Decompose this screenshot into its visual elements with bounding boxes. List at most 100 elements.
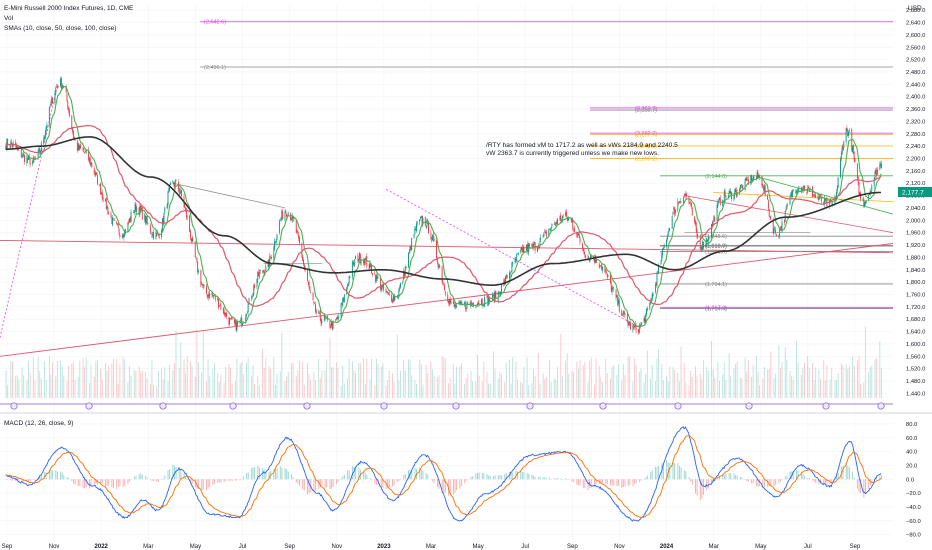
- volume-bar: [297, 369, 299, 398]
- candle-body: [235, 321, 237, 331]
- trendline-dashed: [0, 84, 59, 338]
- candle-body: [246, 314, 247, 316]
- volume-bar: [246, 362, 247, 398]
- candle-body: [555, 222, 557, 224]
- volume-bar: [44, 361, 45, 398]
- candle-body: [257, 271, 259, 281]
- candle-body: [753, 177, 755, 179]
- candle-body: [667, 231, 669, 236]
- volume-bar: [577, 368, 579, 398]
- candle-body: [134, 204, 136, 211]
- candle-body: [214, 295, 216, 300]
- macd-histogram-bar: [593, 479, 595, 486]
- candle-body: [638, 324, 640, 333]
- candle-body: [369, 262, 371, 268]
- volume-bar: [403, 359, 405, 398]
- macd-histogram-bar: [654, 466, 656, 480]
- candle-body: [735, 188, 736, 193]
- volume-bar: [470, 371, 472, 398]
- volume-bar: [874, 359, 876, 398]
- volume-bar: [263, 367, 265, 398]
- candle-body: [447, 294, 449, 302]
- macd-histogram-bar: [398, 479, 400, 482]
- candle-body: [633, 325, 635, 327]
- candle-body: [486, 296, 488, 297]
- candle-body: [666, 236, 668, 240]
- macd-histogram-bar: [347, 470, 349, 480]
- candle-body: [83, 148, 85, 152]
- volume-bar: [191, 366, 193, 398]
- price-axis-tick: 2,440.0: [906, 82, 925, 88]
- macd-histogram-bar: [68, 478, 70, 480]
- macd-histogram-bar: [18, 479, 20, 483]
- macd-histogram-bar: [133, 476, 135, 480]
- price-axis-tick: 2,480.0: [906, 70, 925, 76]
- candle-body: [220, 303, 222, 310]
- candle-body: [424, 216, 426, 226]
- volume-bar: [108, 365, 110, 398]
- macd-histogram-bar: [879, 474, 881, 480]
- volume-bar: [391, 373, 393, 398]
- volume-bar: [284, 380, 286, 398]
- candle-body: [846, 127, 848, 131]
- macd-histogram-bar: [207, 479, 209, 489]
- macd-histogram-bar: [116, 479, 118, 490]
- candle-body: [371, 273, 373, 276]
- volume-bar: [853, 365, 855, 398]
- macd-histogram-bar: [186, 478, 188, 480]
- volume-bar: [651, 364, 653, 398]
- candle-body: [652, 292, 654, 297]
- macd-line: [5, 426, 882, 522]
- macd-histogram-bar: [105, 479, 107, 487]
- event-marker-icon: [303, 402, 311, 410]
- price-axis-tick: 1,760.0: [906, 292, 925, 298]
- volume-bar: [329, 337, 331, 398]
- volume-bar: [153, 384, 155, 398]
- volume-bar: [52, 362, 54, 398]
- volume-bar: [23, 375, 25, 398]
- candle-body: [807, 187, 809, 193]
- candle-body: [840, 153, 842, 159]
- macd-histogram-bar: [573, 479, 575, 483]
- candle-body: [32, 161, 33, 164]
- volume-bar: [560, 333, 562, 398]
- candle-body: [714, 217, 716, 222]
- macd-histogram-bar: [864, 479, 866, 495]
- candle-body: [804, 185, 805, 191]
- candle-body: [566, 217, 568, 220]
- volume-bar: [276, 373, 278, 398]
- candle-body: [607, 275, 609, 277]
- macd-histogram-bar: [388, 479, 390, 488]
- candle-body: [685, 193, 687, 196]
- candle-body: [312, 292, 314, 300]
- volume-bar: [66, 380, 68, 398]
- volume-bar: [331, 367, 332, 398]
- candle-body: [699, 235, 701, 249]
- macd-histogram-bar: [71, 479, 73, 482]
- macd-histogram-bar: [813, 479, 815, 482]
- macd-histogram-bar: [622, 479, 624, 488]
- macd-histogram-bar: [531, 474, 533, 480]
- candle-body: [649, 302, 651, 310]
- volume-bar: [257, 376, 259, 398]
- volume-bar: [703, 360, 704, 398]
- candle-body: [756, 172, 758, 179]
- candle-body: [735, 190, 737, 196]
- macd-histogram-bar: [646, 475, 648, 480]
- macd-histogram-bar: [848, 467, 850, 480]
- macd-histogram-bar: [189, 479, 191, 483]
- candle-body: [405, 266, 407, 269]
- candle-body: [197, 261, 199, 273]
- price-axis-tick: 2,520.0: [906, 58, 925, 64]
- candle-body: [577, 233, 579, 236]
- candle-body: [172, 180, 174, 182]
- candle-body: [111, 217, 113, 224]
- candle-body: [511, 263, 513, 273]
- macd-histogram-bar: [465, 479, 467, 481]
- macd-histogram-bar: [414, 468, 416, 480]
- candle-body: [218, 299, 219, 308]
- candle-body: [43, 138, 45, 144]
- candle-body: [118, 228, 120, 234]
- volume-bar: [472, 381, 474, 398]
- macd-axis-tick: 20.0: [906, 463, 917, 469]
